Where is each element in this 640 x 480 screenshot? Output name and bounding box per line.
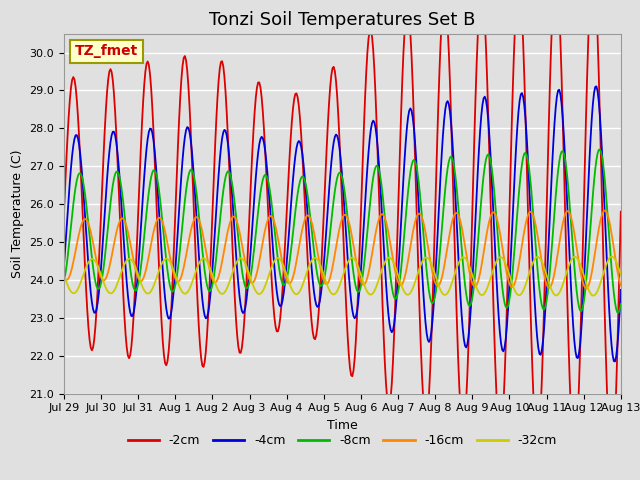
-4cm (611, 359, 619, 364)
-8cm (295, 184, 303, 190)
-2cm (295, 103, 303, 108)
-2cm (607, 459, 615, 465)
-2cm (469, 177, 477, 183)
-32cm (589, 293, 596, 299)
-4cm (399, 197, 406, 203)
-16cm (234, 220, 241, 226)
-16cm (582, 286, 590, 291)
Line: -32cm: -32cm (64, 257, 621, 296)
-8cm (469, 289, 477, 295)
-8cm (234, 225, 241, 230)
-4cm (566, 256, 573, 262)
-8cm (372, 164, 380, 170)
-2cm (566, 376, 573, 382)
-4cm (60, 262, 68, 268)
Y-axis label: Soil Temperature (C): Soil Temperature (C) (11, 149, 24, 278)
Line: -8cm: -8cm (64, 149, 621, 313)
-16cm (469, 282, 477, 288)
-16cm (399, 281, 406, 287)
-8cm (60, 278, 68, 284)
-4cm (593, 84, 600, 89)
-32cm (60, 272, 68, 278)
-32cm (566, 261, 573, 266)
-8cm (566, 202, 573, 207)
-4cm (372, 125, 380, 131)
-2cm (60, 209, 68, 215)
Line: -16cm: -16cm (64, 211, 621, 288)
-32cm (399, 285, 406, 290)
-4cm (234, 267, 241, 273)
-16cm (617, 283, 625, 288)
-4cm (295, 138, 303, 144)
-16cm (295, 245, 303, 251)
-2cm (372, 92, 380, 98)
-2cm (617, 209, 625, 215)
-16cm (566, 210, 573, 216)
Text: TZ_fmet: TZ_fmet (75, 44, 138, 59)
Line: -2cm: -2cm (64, 0, 621, 462)
-32cm (234, 258, 241, 264)
-4cm (469, 264, 477, 270)
-16cm (372, 231, 380, 237)
-8cm (614, 310, 622, 316)
-32cm (607, 254, 615, 260)
-8cm (399, 254, 406, 260)
-32cm (372, 286, 380, 291)
Title: Tonzi Soil Temperatures Set B: Tonzi Soil Temperatures Set B (209, 11, 476, 29)
-16cm (601, 208, 609, 214)
-16cm (60, 274, 68, 280)
-32cm (469, 275, 477, 281)
-4cm (617, 287, 625, 293)
Line: -4cm: -4cm (64, 86, 621, 361)
-32cm (617, 272, 625, 278)
-32cm (295, 290, 303, 296)
-8cm (617, 301, 625, 307)
-2cm (234, 333, 241, 338)
Legend: -2cm, -4cm, -8cm, -16cm, -32cm: -2cm, -4cm, -8cm, -16cm, -32cm (123, 429, 562, 452)
-8cm (596, 146, 604, 152)
-2cm (399, 78, 406, 84)
X-axis label: Time: Time (327, 419, 358, 432)
